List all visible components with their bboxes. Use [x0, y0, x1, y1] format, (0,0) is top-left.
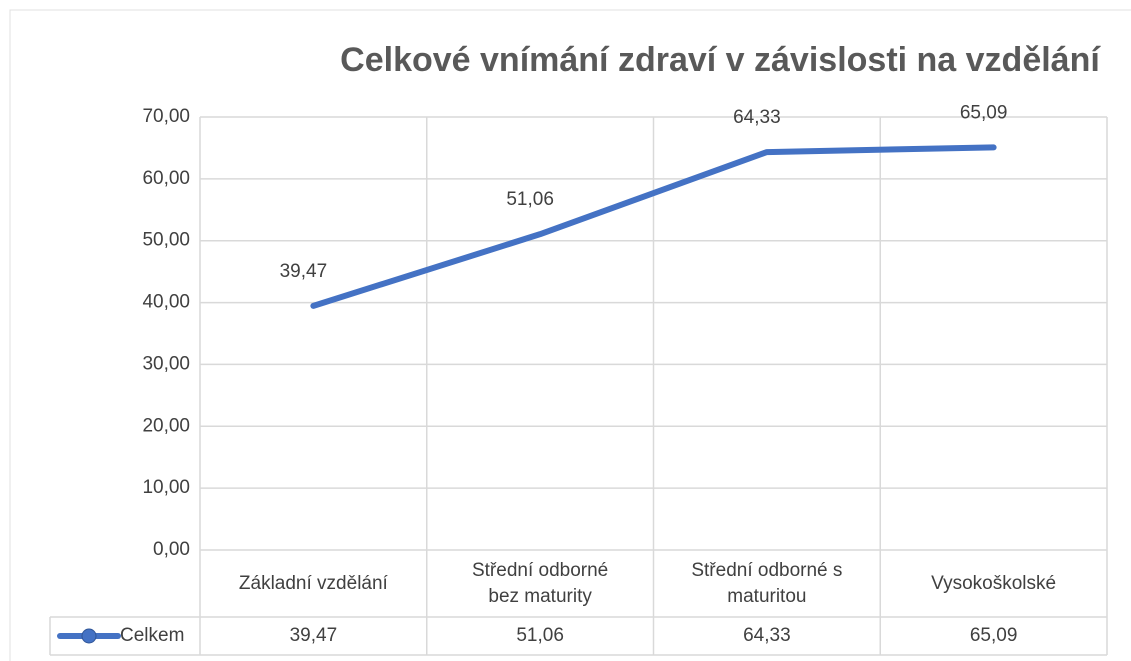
data-label: 64,33	[733, 107, 781, 128]
table-value: 39,47	[289, 625, 338, 646]
legend-marker	[81, 628, 97, 644]
legend-label: Celkem	[120, 625, 184, 646]
data-label: 51,06	[506, 189, 554, 210]
chart-title: Celkové vnímání zdraví v závislosti na v…	[340, 41, 1101, 79]
x-tick-label: Základní vzdělání	[238, 572, 388, 594]
y-tick-label: 10,00	[142, 477, 190, 498]
chart-border	[9, 9, 1131, 661]
y-tick-label: 50,00	[142, 230, 190, 251]
data-line	[310, 144, 997, 309]
x-tick-label: Vysokoškolské	[931, 572, 1057, 594]
table-value: 65,09	[969, 625, 1018, 646]
table-value: 64,33	[743, 625, 791, 646]
y-tick-label: 70,00	[142, 106, 190, 127]
x-tick-label: Střední odborné bez maturity	[471, 559, 609, 607]
y-tick-label: 20,00	[142, 415, 190, 436]
y-tick-label: 40,00	[142, 292, 190, 313]
y-tick-label: 0,00	[153, 539, 190, 560]
y-tick-label: 60,00	[142, 168, 190, 189]
x-tick-label: Střední odborné s maturitou	[691, 559, 843, 607]
y-tick-label: 30,00	[142, 353, 190, 374]
data-label: 65,09	[960, 102, 1008, 123]
data-label: 39,47	[280, 261, 328, 282]
table-value: 51,06	[516, 625, 564, 646]
